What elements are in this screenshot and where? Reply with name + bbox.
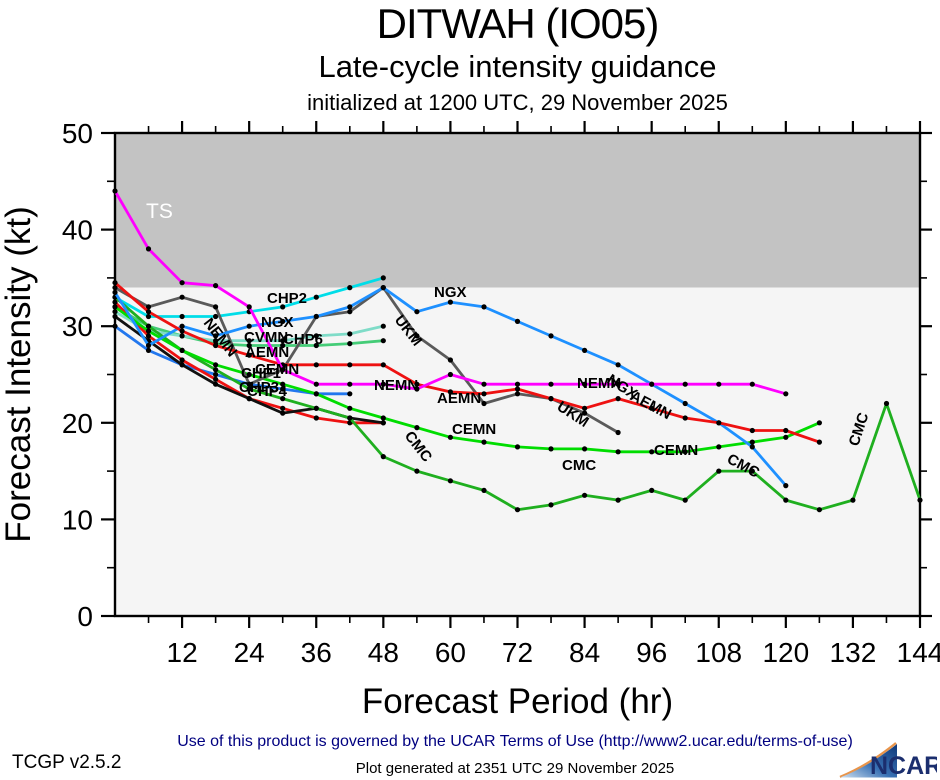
chart-label-cvmn-4: CVMN (244, 329, 288, 346)
ncar-logo: NCAR (839, 742, 937, 780)
chart-label-chp4-10: CHP4 (247, 383, 288, 400)
svg-text:120: 120 (762, 637, 809, 668)
axis-ticks (101, 121, 932, 628)
svg-text:50: 50 (62, 118, 93, 149)
chart-label-nemn-13: NEMN (374, 377, 418, 394)
svg-text:20: 20 (62, 408, 93, 439)
svg-text:60: 60 (435, 637, 466, 668)
chart-label-ngx-3: NGX (261, 314, 294, 331)
chart-label-ts-0: TS (146, 200, 173, 223)
page-title: DITWAH (IO05) (376, 0, 660, 47)
chart-init-line: initialized at 1200 UTC, 29 November 202… (307, 90, 728, 115)
svg-text:0: 0 (77, 601, 93, 632)
series-NEMN (112, 188, 789, 397)
chart-label-chp1-8: CHP1 (241, 365, 281, 382)
svg-text:40: 40 (62, 215, 93, 246)
series-line-UKM (113, 286, 620, 434)
chart-label-cmc-22: CMC (562, 457, 596, 474)
chart-label-cemn-21: CEMN (654, 442, 698, 459)
chart-label-chp6-5: CHP6 (283, 331, 323, 348)
svg-text:10: 10 (62, 504, 93, 535)
footer-version: TCGP v2.5.2 (12, 752, 122, 773)
ncar-logo-text: NCAR (870, 752, 937, 780)
below-ts-band (115, 287, 920, 616)
svg-text:36: 36 (301, 637, 332, 668)
svg-text:144: 144 (897, 637, 940, 668)
chart-header: DITWAH (IO05) Late-cycle intensity guida… (95, 0, 940, 116)
plot-frame (113, 131, 922, 618)
svg-text:108: 108 (695, 637, 742, 668)
x-axis-title: Forecast Period (hr) (362, 682, 673, 721)
series-line-CEMN (113, 305, 821, 454)
svg-text:96: 96 (636, 637, 667, 668)
chart-label-ngx-11: NGX (434, 284, 467, 301)
svg-text:30: 30 (62, 311, 93, 342)
footer-terms: Use of this product is governed by the U… (177, 733, 853, 750)
intensity-chart: 12 24 36 48 60 72 84 96 108 120 132 144 0 10 20 30 40 50 F… (0, 118, 940, 721)
chart-label-cemn-15: CEMN (452, 421, 496, 438)
series-line-AEMN (113, 281, 821, 444)
svg-text:132: 132 (830, 637, 877, 668)
ncar-swoosh-icon (839, 742, 897, 779)
svg-text:72: 72 (502, 637, 533, 668)
ts-band (115, 133, 920, 288)
svg-text:84: 84 (569, 637, 600, 668)
svg-text:48: 48 (368, 637, 399, 668)
chart-label-aemn-6: AEMN (245, 344, 289, 361)
chart-label-cemn-7: CEMN (255, 361, 299, 378)
axis-tick-labels: 12 24 36 48 60 72 84 96 108 120 132 144 0 10 20 30 40 50 (62, 118, 940, 668)
svg-text:24: 24 (234, 637, 265, 668)
chart-subtitle: Late-cycle intensity guidance (318, 49, 717, 84)
footer-generated: Plot generated at 2351 UTC 29 November 2… (355, 760, 675, 777)
chart-label-aemn-14: AEMN (437, 390, 481, 407)
series-NGX (112, 285, 789, 489)
chart-label-chp2-2: CHP2 (267, 290, 307, 307)
y-axis-title: Forecast Intensity (kt) (0, 206, 38, 542)
chart-label-nemn-17: NEMN (577, 375, 621, 392)
svg-text:12: 12 (167, 637, 198, 668)
series-CEMN (112, 304, 823, 455)
chart-label-chp3-9: CHP3 (239, 379, 279, 396)
series-CMC (112, 294, 923, 513)
